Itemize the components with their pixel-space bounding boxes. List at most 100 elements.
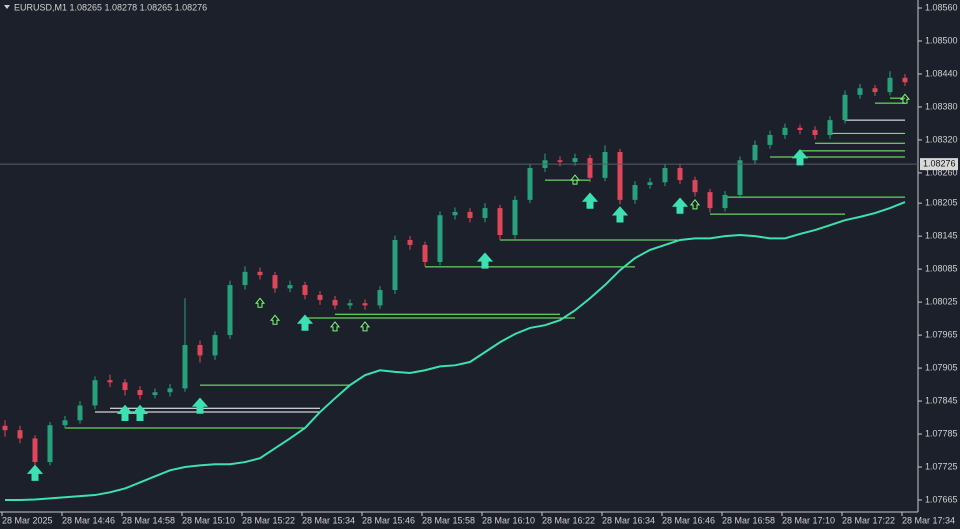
y-tick-label: 1.08560 <box>925 2 958 12</box>
candle-body <box>317 294 323 300</box>
y-tick-label: 1.08205 <box>925 198 958 208</box>
candle-body <box>857 88 863 95</box>
candle-body <box>812 130 818 135</box>
menu-triangle[interactable] <box>4 5 10 9</box>
candle-body <box>377 290 383 306</box>
weak-signal-arrow <box>689 199 701 210</box>
x-tick-label: 28 Mar 14:46 <box>62 515 115 525</box>
candle-body <box>92 380 98 406</box>
candle-body <box>692 180 698 193</box>
candle-body <box>152 392 158 396</box>
y-tick-label: 1.08260 <box>925 167 958 177</box>
candle-body <box>647 182 653 186</box>
strong-signal-arrow <box>581 192 599 209</box>
candle-body <box>602 152 608 178</box>
y-tick-label: 1.07845 <box>925 395 958 405</box>
y-tick-label: 1.07725 <box>925 461 958 471</box>
candle-body <box>212 335 218 356</box>
candle-body <box>497 208 503 236</box>
y-tick-label: 1.08145 <box>925 231 958 241</box>
x-tick-label: 28 Mar 17:10 <box>782 515 835 525</box>
candle-body <box>737 160 743 195</box>
candle-body <box>722 194 728 209</box>
weak-signal-arrow <box>254 297 266 308</box>
candle-body <box>197 344 203 356</box>
candle-body <box>572 158 578 162</box>
ma-line <box>5 201 906 501</box>
last-price-box <box>920 158 958 171</box>
x-tick-label: 28 Mar 16:22 <box>542 515 595 525</box>
y-tick-label: 1.07665 <box>925 494 958 504</box>
strong-signal-arrow <box>671 197 689 214</box>
candle-body <box>677 167 683 181</box>
y-tick-label: 1.08025 <box>925 296 958 306</box>
strong-signal-arrow <box>611 206 629 223</box>
chart-title: EURUSD,M1 1.08265 1.08278 1.08265 1.0827… <box>14 2 207 12</box>
weak-signal-arrow <box>269 314 281 325</box>
candle-body <box>332 299 338 306</box>
x-tick-label: 28 Mar 14:58 <box>122 515 175 525</box>
x-tick-label: 28 Mar 15:10 <box>182 515 235 525</box>
strong-signal-arrow <box>191 397 209 414</box>
candle-body <box>182 344 188 389</box>
candle-body <box>617 152 623 200</box>
candle-body <box>167 388 173 393</box>
last-price-label: 1.08276 <box>923 158 956 168</box>
weak-signal-arrow <box>359 321 371 332</box>
y-tick-label: 1.07905 <box>925 362 958 372</box>
candle-body <box>422 244 428 262</box>
y-tick-label: 1.08380 <box>925 101 958 111</box>
y-tick-label: 1.08500 <box>925 35 958 45</box>
weak-signal-arrow <box>899 93 911 104</box>
y-tick-label: 1.08440 <box>925 68 958 78</box>
strong-signal-arrow <box>116 404 134 421</box>
candle-body <box>137 390 143 396</box>
y-tick-label: 1.07965 <box>925 329 958 339</box>
candle-body <box>302 285 308 295</box>
candle-body <box>782 127 788 135</box>
candle-body <box>482 208 488 218</box>
candle-body <box>392 239 398 291</box>
candle-body <box>407 239 413 245</box>
candle-body <box>347 303 353 306</box>
candle-body <box>227 285 233 336</box>
candle-body <box>902 77 908 83</box>
candle-body <box>767 134 773 145</box>
candle-body <box>437 215 443 262</box>
x-tick-label: 28 Mar 16:46 <box>662 515 715 525</box>
strong-signal-arrow <box>791 149 809 166</box>
candle-body <box>557 160 563 162</box>
candle-body <box>272 275 278 289</box>
candle-body <box>287 285 293 289</box>
candle-body <box>47 425 53 463</box>
x-tick-label: 28 Mar 17:34 <box>902 515 955 525</box>
weak-signal-arrow <box>569 174 581 185</box>
candle-body <box>257 271 263 276</box>
candle-body <box>467 211 473 218</box>
candle-body <box>512 199 518 236</box>
x-tick-label: 28 Mar 15:34 <box>302 515 355 525</box>
candle-body <box>707 192 713 209</box>
strong-signal-arrow <box>131 404 149 421</box>
candle-body <box>362 303 368 306</box>
candle-body <box>797 127 803 131</box>
y-tick-label: 1.07785 <box>925 428 958 438</box>
x-tick-label: 28 Mar 16:10 <box>482 515 535 525</box>
strong-signal-arrow <box>296 314 314 331</box>
candle-body <box>527 167 533 200</box>
candle-body <box>632 185 638 200</box>
candle-body <box>2 425 8 431</box>
x-tick-label: 28 Mar 15:58 <box>422 515 475 525</box>
candle-body <box>122 382 128 391</box>
candle-body <box>242 271 248 286</box>
x-tick-label: 28 Mar 15:46 <box>362 515 415 525</box>
x-tick-label: 28 Mar 15:22 <box>242 515 295 525</box>
candle-body <box>32 438 38 463</box>
candle-body <box>17 430 23 439</box>
x-tick-label: 28 Mar 17:22 <box>842 515 895 525</box>
candle-body <box>842 94 848 121</box>
candle-body <box>62 420 68 426</box>
y-tick-label: 1.08085 <box>925 263 958 273</box>
